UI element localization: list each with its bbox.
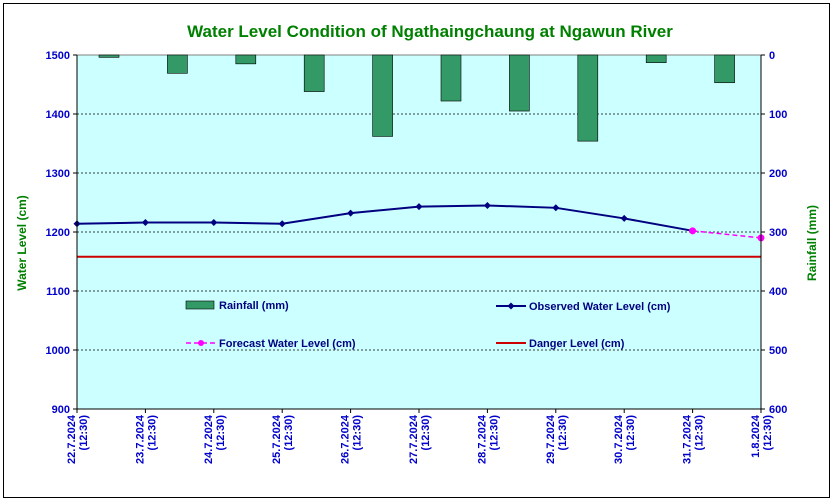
legend-forecast-label: Forecast Water Level (cm) (219, 338, 356, 350)
x-tick-label-date: 29.7.2024 (545, 414, 557, 464)
x-tick-label-time: (12:30) (694, 415, 706, 451)
right-tick-label: 500 (769, 345, 787, 357)
y2-axis-title: Rainfall (mm) (805, 205, 819, 281)
rainfall-bar (440, 54, 462, 102)
legend: Rainfall (mm) Observed Water Level (cm) Fo… (185, 300, 671, 350)
left-tick-label: 1400 (46, 109, 70, 121)
x-tick-label-time: (12:30) (762, 415, 774, 451)
right-tick-label: 300 (769, 227, 787, 239)
observed-point (620, 214, 628, 222)
x-tick-label-time: (12:30) (352, 415, 364, 451)
rainfall-bar (235, 54, 257, 65)
observed-water-level-line (76, 204, 693, 232)
forecast-point (689, 227, 697, 235)
legend-rainfall-label: Rainfall (mm) (219, 300, 289, 312)
water-level-chart: Water Level Condition of Ngathaingchaung… (15, 22, 819, 464)
right-tick-label: 0 (769, 50, 775, 62)
x-tick-label-date: 26.7.2024 (340, 414, 352, 464)
x-tick-label-time: (12:30) (420, 415, 432, 451)
chart-frame: Water Level Condition of Ngathaingchaung… (3, 3, 830, 498)
x-tick-label-date: 28.7.2024 (476, 414, 488, 464)
observed-point (141, 219, 149, 227)
x-axis: 22.7.2024 (12:30) 23.7.2024 (12:30) 24.7.202… (66, 408, 774, 464)
observed-point (483, 201, 491, 209)
rainfall-bar (645, 54, 667, 63)
x-tick-label-date: 23.7.2024 (134, 414, 146, 464)
observed-point (278, 220, 286, 228)
rainfall-bar (714, 54, 735, 84)
x-tick-label-date: 25.7.2024 (271, 414, 283, 464)
rainfall-bar (577, 54, 599, 142)
legend-observed-marker (507, 302, 515, 310)
left-tick-label: 1500 (46, 50, 70, 62)
x-tick-label-time: (12:30) (557, 415, 569, 451)
x-tick-label-date: 31.7.2024 (682, 414, 694, 464)
x-tick-label-date: 30.7.2024 (613, 414, 625, 464)
right-axis: 0 100 200 300 400 500 600 (760, 50, 787, 416)
rainfall-bar (303, 54, 325, 92)
observed-point (210, 219, 218, 227)
left-axis: 900 1000 1100 1200 1300 1400 1500 (46, 50, 78, 416)
legend-observed-label: Observed Water Level (cm) (529, 301, 671, 313)
left-tick-label: 1000 (46, 345, 70, 357)
x-tick-label-time: (12:30) (146, 415, 158, 451)
y-axis-title: Water Level (cm) (15, 195, 29, 291)
rainfall-bar (98, 54, 120, 58)
x-tick-label-date: 24.7.2024 (203, 414, 215, 464)
left-tick-label: 1100 (46, 286, 70, 298)
rainfall-bars (98, 54, 735, 142)
legend-rainfall-swatch (185, 300, 215, 310)
x-tick-label-time: (12:30) (283, 415, 295, 451)
right-tick-label: 100 (769, 109, 787, 121)
x-tick-label-date: 1.8.2024 (750, 414, 762, 458)
observed-point (552, 204, 560, 212)
legend-forecast-marker (198, 340, 204, 346)
right-tick-label: 400 (769, 286, 787, 298)
legend-danger-label: Danger Level (cm) (529, 338, 625, 350)
x-tick-label-time: (12:30) (78, 415, 90, 451)
left-tick-label: 1300 (46, 168, 70, 180)
observed-point (347, 209, 355, 217)
x-tick-label-time: (12:30) (488, 415, 500, 451)
x-tick-label-time: (12:30) (215, 415, 227, 451)
left-tick-label: 900 (52, 404, 70, 416)
left-tick-label: 1200 (46, 227, 70, 239)
rainfall-bar (509, 54, 530, 112)
x-tick-label-time: (12:30) (625, 415, 637, 451)
water-level-lines (73, 201, 765, 258)
chart-title: Water Level Condition of Ngathaingchaung… (187, 22, 673, 41)
observed-point (415, 203, 423, 211)
forecast-water-level-line (692, 230, 762, 239)
rainfall-bar (372, 54, 393, 137)
plot-area (76, 54, 762, 410)
x-tick-label-date: 22.7.2024 (66, 414, 78, 464)
rainfall-bar (167, 54, 188, 74)
right-tick-label: 200 (769, 168, 787, 180)
x-tick-label-date: 27.7.2024 (408, 414, 420, 464)
right-tick-label: 600 (769, 404, 787, 416)
